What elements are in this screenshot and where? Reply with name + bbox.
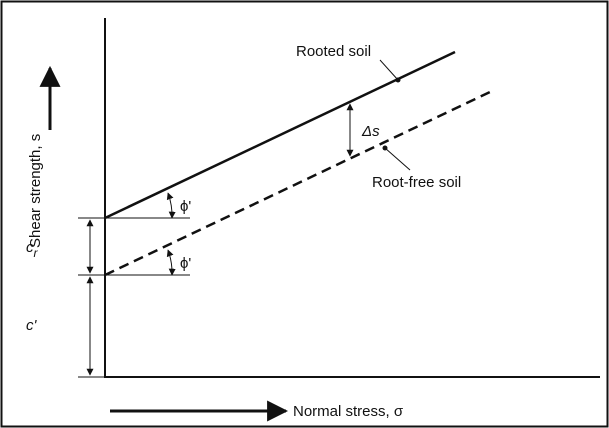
c-prime-label: c': [26, 317, 38, 334]
angle-arc: [166, 192, 176, 219]
root-free-label: Root-free soil: [372, 174, 461, 191]
root-free-line: [104, 90, 491, 277]
rooted-label: Rooted soil: [296, 43, 371, 60]
y-axis-label: Shear strength, s: [27, 134, 44, 248]
angle-label: ϕ': [180, 198, 191, 215]
leader-dot: [382, 145, 388, 151]
leader: [379, 59, 399, 81]
leader: [384, 147, 411, 171]
x-axis-label: Normal stress, σ: [293, 403, 404, 420]
angle-arc: [166, 249, 176, 276]
delta-label: Δs: [361, 123, 380, 140]
angle-label: ϕ': [180, 255, 191, 272]
cr-label: cr: [26, 239, 39, 260]
leader-dot: [395, 77, 401, 83]
